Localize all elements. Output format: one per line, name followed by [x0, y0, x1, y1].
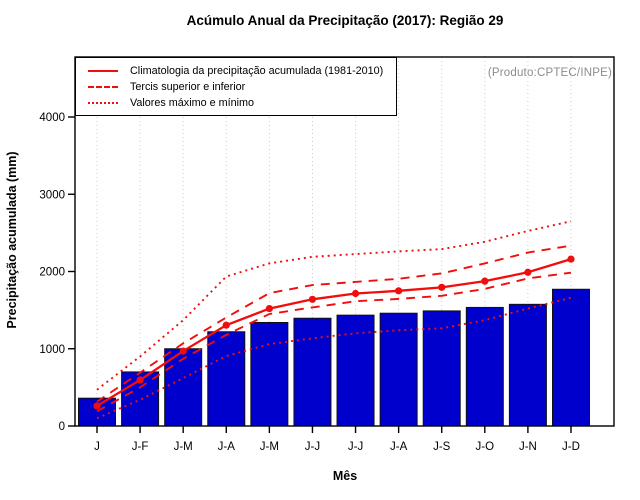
bar [422, 310, 461, 427]
x-tick-label: J [94, 441, 100, 453]
series-line-dotted [96, 220, 572, 391]
climatology-point [395, 287, 403, 295]
x-axis-title: Mês [332, 469, 358, 483]
red-lines [93, 220, 575, 420]
x-tick-label: J-A [218, 441, 236, 453]
legend-label: Tercis superior e inferior [130, 81, 246, 93]
dotted-line-sample [88, 102, 118, 104]
bar [508, 303, 547, 427]
climatology-point [438, 283, 446, 291]
dashed-line-sample [88, 86, 118, 88]
climatology-point [481, 277, 489, 285]
bar [164, 348, 203, 427]
legend-label: Valores máximo e mínimo [130, 97, 255, 109]
x-tick-label: J-S [433, 441, 451, 453]
y-tick-label: 4000 [39, 112, 65, 124]
series-line-dashed [96, 271, 572, 413]
bars [78, 288, 590, 427]
climatology-point [179, 347, 187, 355]
climatology-point [524, 268, 532, 276]
y-axis-title: Precipitação acumulada (mm) [5, 151, 19, 329]
chart-title: Acúmulo Anual da Precipitação (2017): Re… [186, 13, 504, 28]
bar [250, 321, 289, 427]
bar [293, 317, 332, 427]
x-tick-label: J-O [476, 441, 495, 453]
climatology-point [308, 295, 317, 303]
watermark-produto: (Produto:CPTEC/INPE) [487, 67, 612, 79]
legend: Climatologia da precipitação acumulada (… [75, 57, 397, 116]
x-tick-label: J-D [562, 441, 580, 453]
x-tick-label: J-M [260, 441, 279, 453]
legend-item-climatologia: Climatologia da precipitação acumulada (… [88, 63, 396, 79]
x-tick-label: J-F [132, 441, 149, 453]
bar [551, 288, 590, 427]
x-tick-label: J-N [519, 441, 537, 453]
x-tick-label: J-A [390, 441, 408, 453]
bar [379, 312, 418, 427]
series-line-dotted [96, 296, 572, 420]
y-tick-label: 1000 [39, 344, 65, 356]
climatology-point [351, 289, 360, 298]
climatology-point [136, 376, 144, 384]
climatology-point [93, 402, 101, 410]
y-tick-label: 3000 [39, 189, 65, 201]
x-tick-label: J-M [174, 441, 193, 453]
legend-item-tercis: Tercis superior e inferior [88, 79, 396, 95]
axis-tick-labels: 0 1000 2000 3000 4000 J J-F J-M J-A J-M J-J J-J J-A J… [39, 112, 580, 453]
series-line-solid [96, 258, 572, 407]
legend-item-max-min: Valores máximo e mínimo [88, 95, 396, 111]
climatology-point [222, 321, 230, 329]
bar [465, 306, 504, 427]
x-tick-label: J-J [305, 441, 320, 453]
climatology-point [265, 304, 273, 313]
legend-label: Climatologia da precipitação acumulada (… [130, 65, 384, 77]
bar [207, 331, 246, 427]
solid-line-sample [88, 70, 118, 72]
y-tick-label: 0 [59, 421, 65, 433]
y-tick-label: 2000 [39, 267, 65, 279]
climatology-point [567, 255, 575, 263]
bar [336, 314, 375, 427]
axis-ticks [68, 116, 572, 433]
gridlines [96, 57, 572, 426]
x-tick-label: J-J [348, 441, 363, 453]
